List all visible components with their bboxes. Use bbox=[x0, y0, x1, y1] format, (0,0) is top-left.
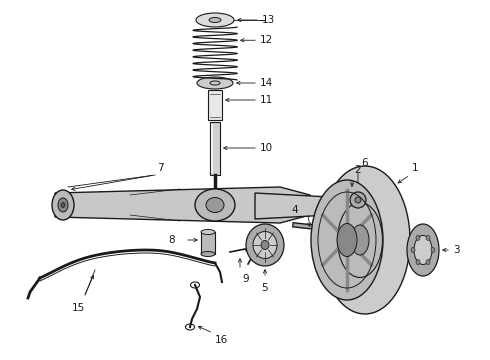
Ellipse shape bbox=[261, 240, 269, 249]
Text: 1: 1 bbox=[412, 163, 418, 173]
Ellipse shape bbox=[197, 77, 233, 89]
Ellipse shape bbox=[311, 180, 383, 300]
Text: 12: 12 bbox=[260, 35, 273, 45]
Ellipse shape bbox=[416, 260, 420, 265]
Text: 10: 10 bbox=[260, 143, 273, 153]
Ellipse shape bbox=[61, 202, 65, 207]
Ellipse shape bbox=[407, 224, 439, 276]
Ellipse shape bbox=[426, 235, 430, 240]
Ellipse shape bbox=[416, 235, 420, 240]
Ellipse shape bbox=[338, 202, 383, 278]
Bar bbox=[201, 232, 215, 254]
Text: 16: 16 bbox=[215, 335, 228, 345]
Text: 4: 4 bbox=[292, 205, 298, 215]
Ellipse shape bbox=[206, 198, 224, 212]
Ellipse shape bbox=[414, 235, 432, 265]
Text: 5: 5 bbox=[262, 283, 269, 293]
Ellipse shape bbox=[195, 189, 235, 221]
Text: 8: 8 bbox=[169, 235, 175, 245]
Ellipse shape bbox=[411, 248, 415, 252]
Ellipse shape bbox=[246, 224, 284, 266]
Text: 14: 14 bbox=[260, 78, 273, 88]
Ellipse shape bbox=[426, 260, 430, 265]
Bar bbox=[208, 90, 222, 120]
Ellipse shape bbox=[201, 230, 215, 234]
Text: 7: 7 bbox=[157, 163, 164, 173]
Ellipse shape bbox=[58, 198, 68, 212]
Ellipse shape bbox=[350, 192, 366, 208]
Ellipse shape bbox=[201, 252, 215, 257]
Polygon shape bbox=[255, 193, 360, 219]
Ellipse shape bbox=[253, 231, 277, 258]
Ellipse shape bbox=[351, 225, 369, 255]
Text: 6: 6 bbox=[361, 158, 368, 168]
Text: 13: 13 bbox=[262, 15, 275, 25]
Ellipse shape bbox=[209, 18, 221, 23]
Ellipse shape bbox=[355, 197, 361, 203]
Text: 2: 2 bbox=[354, 165, 361, 175]
Text: 15: 15 bbox=[72, 303, 85, 313]
Ellipse shape bbox=[337, 224, 357, 257]
Bar bbox=[210, 122, 220, 175]
Polygon shape bbox=[55, 187, 310, 223]
Text: 9: 9 bbox=[242, 274, 248, 284]
Bar bbox=[336, 218, 344, 242]
Text: 11: 11 bbox=[260, 95, 273, 105]
Ellipse shape bbox=[320, 166, 410, 314]
Text: 3: 3 bbox=[453, 245, 460, 255]
Ellipse shape bbox=[431, 248, 435, 252]
Ellipse shape bbox=[52, 190, 74, 220]
Ellipse shape bbox=[196, 13, 234, 27]
